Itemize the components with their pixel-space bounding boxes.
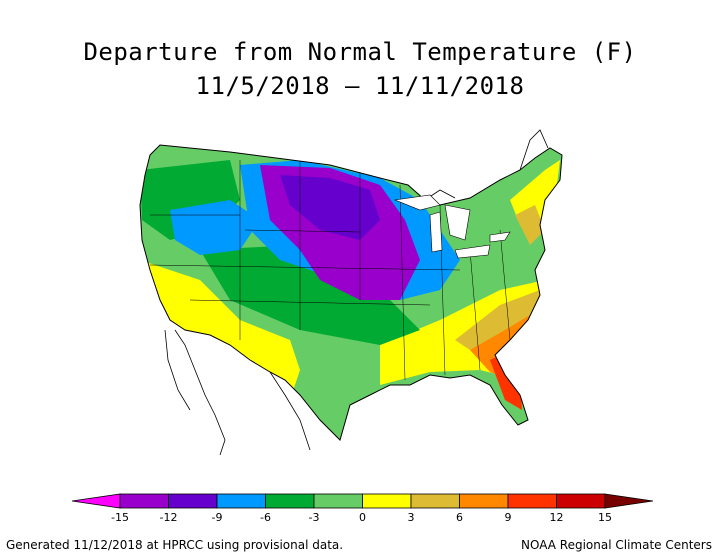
legend-swatch-low — [71, 493, 121, 509]
legend-swatch — [410, 493, 460, 509]
legend-swatch — [265, 493, 315, 509]
legend-tick-label: -3 — [309, 511, 320, 524]
great-lakes — [393, 194, 511, 259]
legend-tick-label: -15 — [111, 511, 129, 524]
legend-swatch — [313, 493, 363, 509]
footer-generated-note: Generated 11/12/2018 at HPRCC using prov… — [6, 538, 344, 552]
legend-tick-label: -9 — [212, 511, 223, 524]
legend-tick-label: 3 — [408, 511, 415, 524]
legend-tick-label: 15 — [598, 511, 612, 524]
legend-tick-label: 9 — [505, 511, 512, 524]
legend-swatch — [119, 493, 169, 509]
legend-swatch — [168, 493, 218, 509]
legend-colorbar — [71, 493, 654, 509]
legend-tick-label: 12 — [550, 511, 564, 524]
legend-swatch-high — [604, 493, 654, 509]
footer-credit: NOAA Regional Climate Centers — [521, 538, 712, 552]
legend-tick-label: -12 — [160, 511, 178, 524]
legend-ticks: -15 -12 -9 -6 -3 0 3 6 9 12 15 — [111, 511, 612, 524]
legend-swatch — [459, 493, 509, 509]
legend-swatch — [556, 493, 606, 509]
legend-swatch — [216, 493, 266, 509]
legend-tick-label: -6 — [260, 511, 271, 524]
map-title-line2: 11/5/2018 – 11/11/2018 — [195, 72, 525, 100]
legend-tick-label: 6 — [456, 511, 463, 524]
map-title-line1: Departure from Normal Temperature (F) — [83, 38, 637, 66]
legend-swatch — [507, 493, 557, 509]
legend-tick-label: 0 — [359, 511, 366, 524]
us-outline — [139, 144, 563, 441]
legend-swatch — [362, 493, 412, 509]
